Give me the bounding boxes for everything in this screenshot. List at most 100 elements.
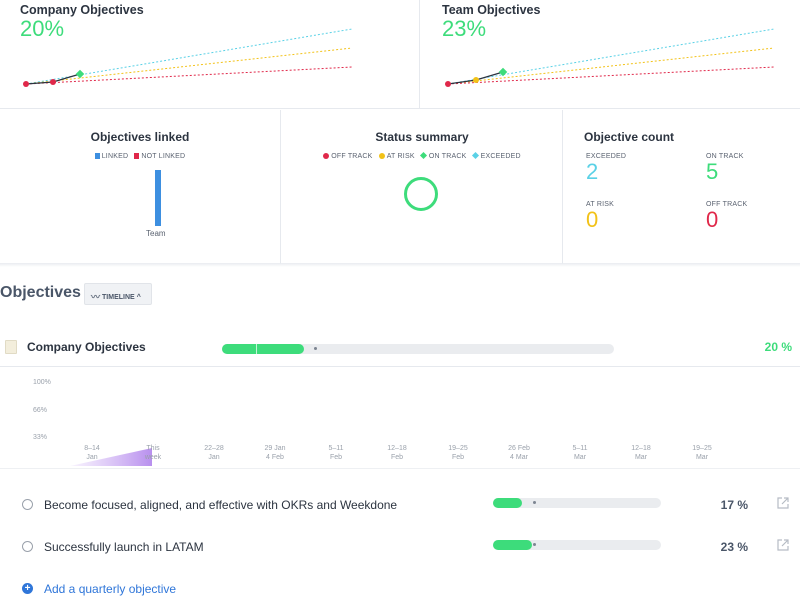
legend-label: EXCEEDED <box>480 153 521 160</box>
status-radio[interactable] <box>22 499 33 510</box>
progress-fill <box>493 498 522 508</box>
x-axis-label-line: 29 Jan <box>264 445 286 452</box>
count-label: EXCEEDED <box>586 153 627 160</box>
company-icon <box>5 340 17 354</box>
sparkline-point-off-track <box>23 81 29 87</box>
legend-label: OFF TRACK <box>331 153 373 160</box>
count-at-risk: AT RISK 0 <box>586 201 614 232</box>
off-track-dot-icon <box>323 153 330 159</box>
x-axis-label: 5–11 Feb <box>316 444 356 462</box>
exceeded-diamond-icon <box>471 151 479 160</box>
count-value: 2 <box>586 159 599 184</box>
card-percent: 20% <box>20 16 65 41</box>
timeline-view-button[interactable]: 〰 TIMELINE ^ <box>84 283 152 305</box>
count-on-track: ON TRACK 5 <box>706 153 744 184</box>
quarterly-objective-row[interactable]: Successfully launch in LATAM 23 % <box>0 535 800 561</box>
x-axis-label: 12–18 Mar <box>621 444 661 462</box>
x-axis-label: 29 Jan 4 Feb <box>255 444 295 462</box>
legend: OFF TRACK AT RISK ON TRACK EXCEEDED <box>282 151 562 160</box>
legend-label: ON TRACK <box>428 153 467 160</box>
linked-bar[interactable] <box>155 170 161 226</box>
status-summary-panel: Status summary OFF TRACK AT RISK ON TRAC… <box>282 110 563 264</box>
legend-label: NOT LINKED <box>141 153 186 160</box>
count-off-track: OFF TRACK 0 <box>706 201 747 232</box>
not-linked-swatch-icon <box>134 153 140 159</box>
objectives-linked-panel: Objectives linked LINKED NOT LINKED Team <box>0 110 281 264</box>
timeline-label: TIMELINE <box>102 294 135 301</box>
count-value: 5 <box>706 159 719 184</box>
x-axis-label-line: Feb <box>451 454 465 461</box>
status-donut-chart[interactable] <box>404 177 438 211</box>
sparkline-point-off-track <box>445 81 451 87</box>
x-axis-label-line: 26 Feb <box>508 445 530 452</box>
legend-item-on-track: ON TRACK <box>419 151 467 160</box>
divider <box>0 108 800 109</box>
external-link-icon[interactable] <box>776 496 790 510</box>
add-quarterly-objective-button[interactable]: + Add a quarterly objective <box>0 578 300 600</box>
bar-label: Team <box>146 229 166 238</box>
count-label: AT RISK <box>586 201 614 208</box>
x-axis-label-line: 12–18 <box>631 445 651 452</box>
x-axis-label-line: 19–25 <box>692 445 712 452</box>
x-axis-label-line: 8–14 <box>84 445 100 452</box>
x-axis-label-line: 5–11 <box>328 445 344 452</box>
sparkline-point-on-track <box>75 69 85 79</box>
x-axis-label: 8–14 Jan <box>72 444 112 462</box>
progress-track <box>493 540 661 550</box>
x-axis-label: This week <box>133 444 173 462</box>
x-axis-label-line: 19–25 <box>448 445 468 452</box>
legend-label: LINKED <box>101 153 129 160</box>
count-value: 0 <box>706 207 719 232</box>
y-axis-label: 33% <box>33 434 48 441</box>
at-risk-dot-icon <box>378 153 385 159</box>
panel-title: Objectives linked <box>90 130 190 144</box>
progress-area <box>70 448 152 466</box>
divider <box>0 263 800 267</box>
row-percent: 20 % <box>764 340 792 354</box>
timeline-area <box>70 448 152 466</box>
x-axis-label-line: Mar <box>634 454 648 461</box>
legend-item-off-track: OFF TRACK <box>323 153 372 160</box>
team-objectives-sparkline <box>445 28 775 87</box>
card-percent: 23% <box>442 16 487 41</box>
divider <box>0 468 800 469</box>
card-title: Team Objectives <box>442 3 541 17</box>
x-axis-label-line: 4 Mar <box>510 454 528 461</box>
x-axis-label: 22–28 Jan <box>194 444 234 462</box>
legend-item-at-risk: AT RISK <box>378 153 415 160</box>
company-objectives-card[interactable]: Company Objectives 20% <box>0 0 420 108</box>
count-label: OFF TRACK <box>706 201 748 208</box>
external-link-icon[interactable] <box>776 538 790 552</box>
expected-marker <box>533 543 536 546</box>
count-value: 0 <box>586 207 599 232</box>
company-objectives-sparkline <box>23 28 353 87</box>
objective-title[interactable]: Become focused, aligned, and effective w… <box>44 498 398 512</box>
x-axis-label-line: Mar <box>695 454 709 461</box>
objective-count-panel: Objective count EXCEEDED 2 ON TRACK 5 AT… <box>564 110 800 264</box>
legend-label: AT RISK <box>386 153 415 160</box>
sparkline-point-at-risk <box>473 77 479 83</box>
team-objectives-card[interactable]: Team Objectives 23% <box>422 0 800 108</box>
x-axis-label-line: Feb <box>329 454 343 461</box>
legend-item-exceeded: EXCEEDED <box>471 151 521 160</box>
x-axis-label: 26 Feb 4 Mar <box>499 444 539 462</box>
expected-marker <box>314 347 317 350</box>
progress-fill <box>222 344 304 354</box>
divider <box>0 366 800 367</box>
objective-title[interactable]: Successfully launch in LATAM <box>44 540 204 554</box>
y-axis-label: 66% <box>33 407 48 414</box>
x-axis-label-line: Mar <box>573 454 587 461</box>
x-axis-label-line: 22–28 <box>204 445 224 452</box>
linked-swatch-icon <box>94 153 100 159</box>
quarterly-objective-row[interactable]: Become focused, aligned, and effective w… <box>0 493 800 519</box>
objectives-heading: Objectives <box>0 284 81 301</box>
progress-track <box>493 498 661 508</box>
on-track-diamond-icon <box>419 151 427 160</box>
status-radio[interactable] <box>22 541 33 552</box>
progress-track <box>222 344 614 354</box>
company-objectives-row[interactable]: Company Objectives 20 % <box>0 333 800 365</box>
y-axis-label: 100% <box>33 379 51 386</box>
x-axis-label: 5–11 Mar <box>560 444 600 462</box>
x-axis-label-line: 12–18 <box>387 445 407 452</box>
panel-title: Status summary <box>375 130 469 144</box>
